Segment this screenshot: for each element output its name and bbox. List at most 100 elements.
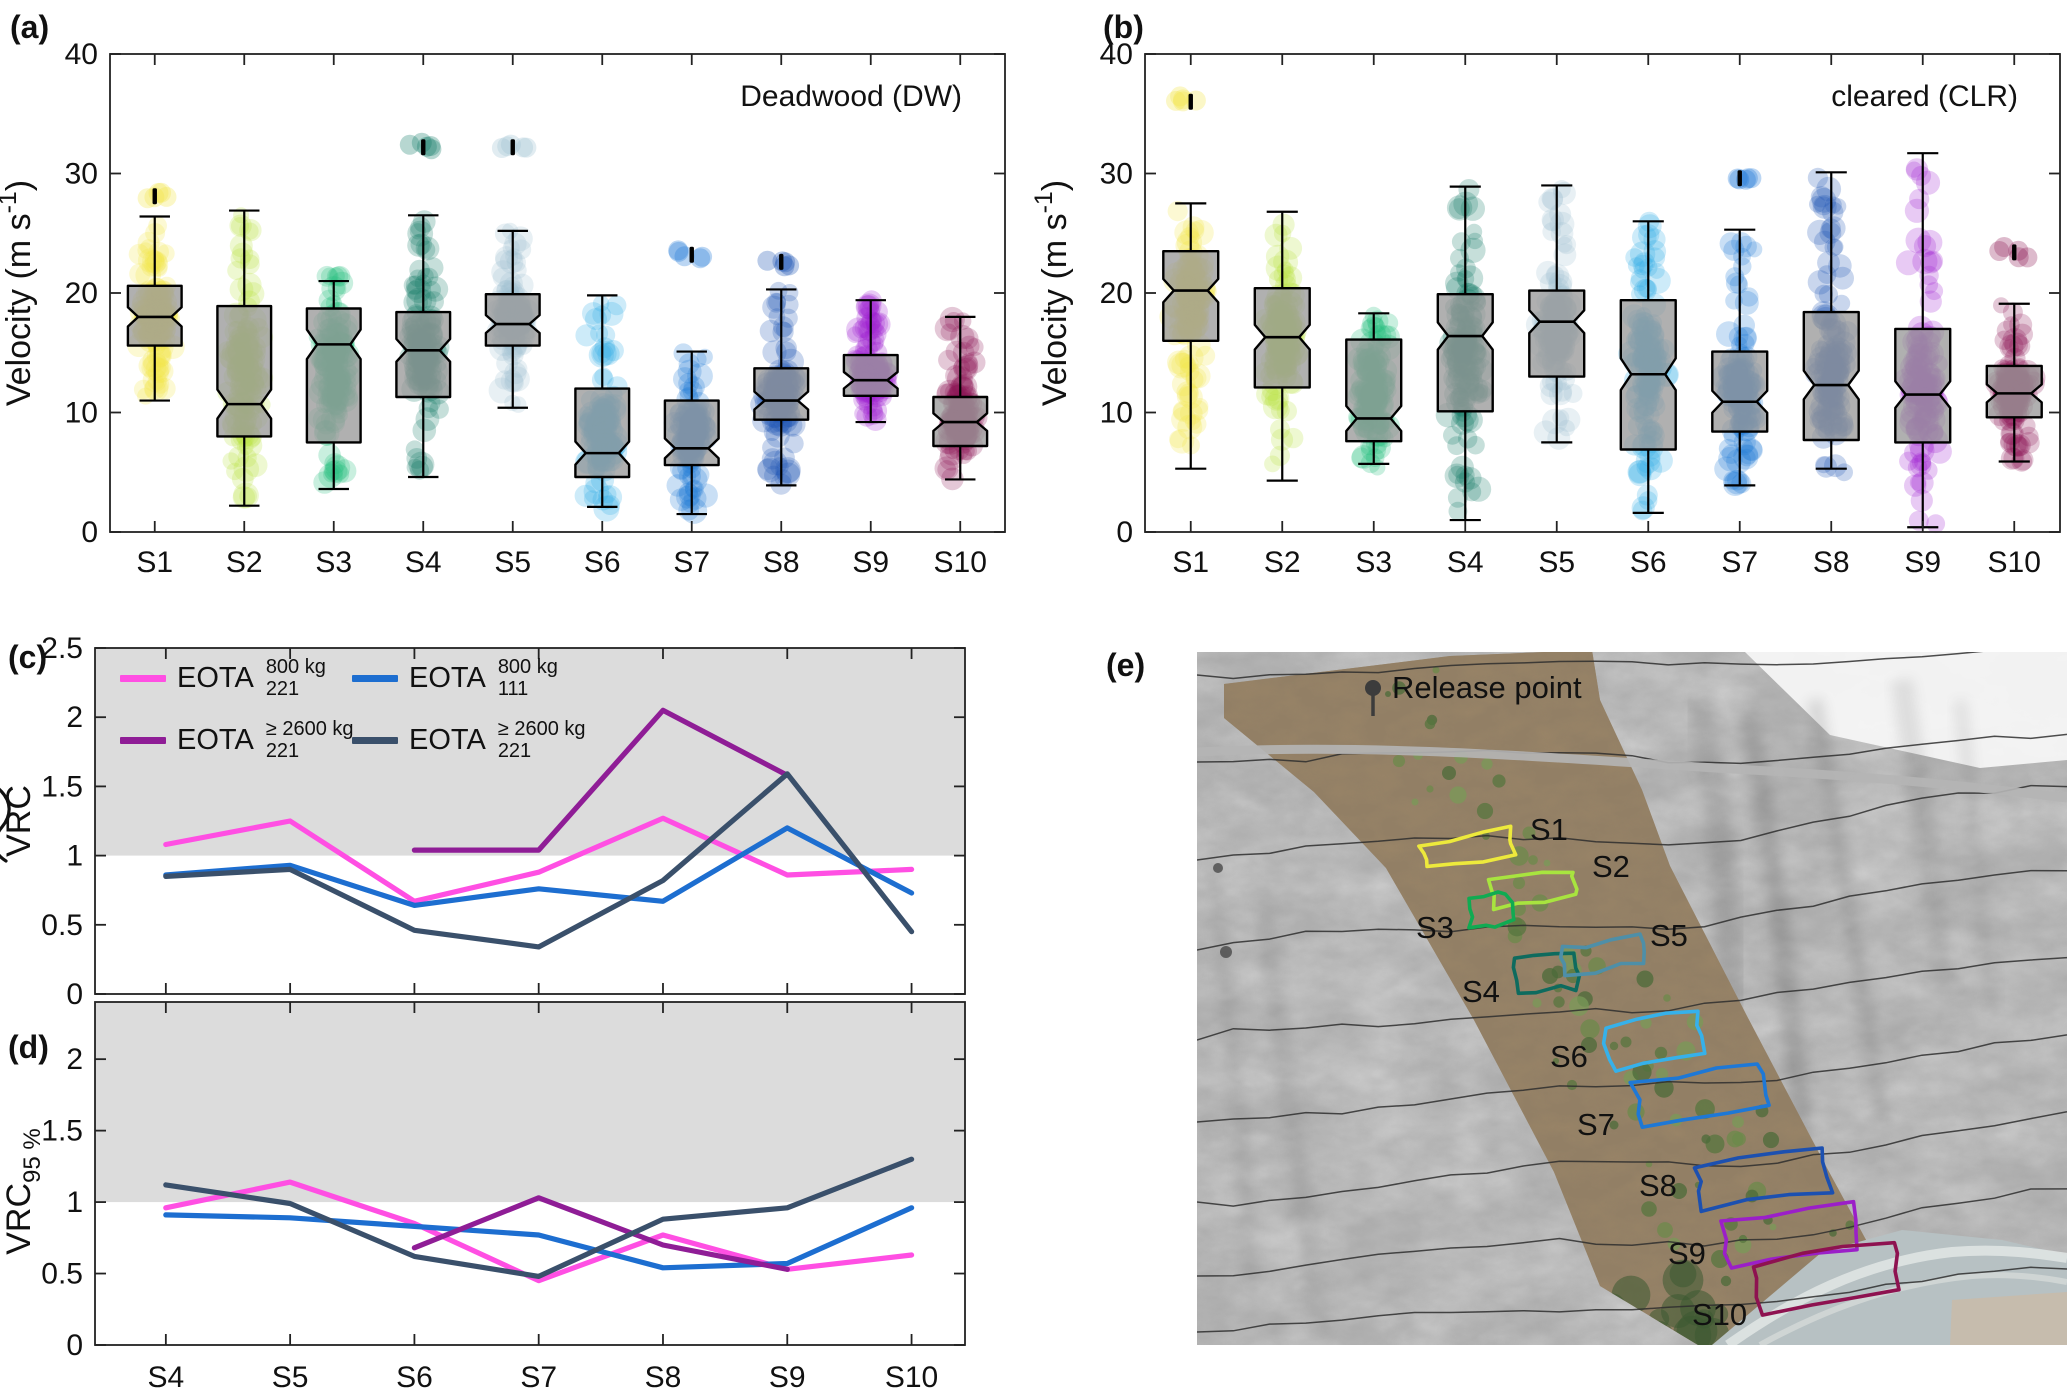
contour-line [1197, 869, 2067, 951]
panel-title-b: cleared (CLR) [1831, 80, 2018, 113]
site-label-S7: S7 [1577, 1107, 1615, 1142]
ytick-label: 40 [65, 38, 98, 71]
box-a-S7 [663, 246, 720, 516]
vegetation-speckle [1385, 691, 1391, 697]
series-line-0 [163, 815, 915, 904]
ytick-label: 2.5 [41, 632, 83, 665]
vegetation-speckle [1580, 1019, 1600, 1039]
site-outline-S10 [1751, 1240, 1901, 1317]
ytick-label: 0 [81, 516, 98, 549]
xtick-label-S4: S4 [405, 546, 442, 579]
notched-box [1345, 338, 1403, 443]
site-label-S8: S8 [1639, 1168, 1677, 1203]
ytick-label: 40 [1100, 38, 1133, 71]
vegetation-speckle [1481, 758, 1493, 770]
scatter-a-S4 [399, 132, 451, 480]
ytick-label: 20 [1100, 277, 1133, 310]
box-b-S9 [1894, 152, 1952, 529]
vegetation-speckle [1392, 754, 1406, 768]
contour-line [1197, 1188, 2067, 1277]
site-label-S6: S6 [1550, 1039, 1588, 1074]
notched-box [1985, 364, 2043, 419]
vegetation-speckle [1411, 798, 1419, 806]
ytick-label: 0.5 [41, 1258, 83, 1291]
site-label-S1: S1 [1530, 812, 1568, 847]
vegetation-speckle [1551, 965, 1565, 979]
box-b-S8 [1802, 171, 1860, 470]
site-outline-S4 [1511, 951, 1582, 996]
vegetation-speckle [1476, 802, 1494, 820]
xtick-label-S1: S1 [136, 546, 173, 579]
ytick-label: 0 [1116, 516, 1133, 549]
xtick-label-S7: S7 [673, 546, 710, 579]
ytick-label: 10 [1100, 397, 1133, 430]
vegetation-speckle [1657, 1222, 1673, 1238]
ytick-label: 2 [66, 701, 83, 734]
notched-box [1162, 249, 1220, 342]
contour-line [1197, 1110, 2067, 1207]
vegetation-speckle [1636, 970, 1654, 988]
notched-box [1528, 289, 1586, 378]
series-line-2 [411, 707, 790, 853]
box-a-S3 [305, 279, 362, 491]
shaded-band [95, 648, 965, 856]
box-a-S5 [484, 139, 541, 409]
xtick-label-S2: S2 [1264, 546, 1301, 579]
notched-box [484, 293, 541, 347]
cliff-shadow [1206, 859, 1258, 1281]
vegetation-speckle [1732, 1132, 1746, 1146]
vegetation-speckle [1532, 998, 1542, 1008]
vegetation-speckle [1566, 1079, 1578, 1091]
xtick-label-S6: S6 [396, 1361, 433, 1394]
y-axis-label-d: VRC95 % [0, 1128, 46, 1255]
xtick-label-S3: S3 [315, 546, 352, 579]
series-line-1 [163, 1205, 915, 1271]
box-b-S6 [1619, 220, 1677, 514]
box-b-S1 [1162, 93, 1220, 470]
panel-letter-d: (d) [8, 1029, 49, 1065]
notched-box [842, 353, 899, 397]
xtick-label-S5: S5 [272, 1361, 309, 1394]
vegetation-speckle [1552, 1057, 1560, 1065]
vegetation-speckle [1522, 826, 1536, 840]
panel-title-a: Deadwood (DW) [740, 80, 962, 113]
xtick-label-S2: S2 [226, 546, 263, 579]
xtick-label-S8: S8 [645, 1361, 682, 1394]
box-b-S10 [1985, 244, 2043, 463]
cliff-shadow [1807, 698, 1890, 1122]
xtick-label-S10: S10 [934, 546, 987, 579]
vegetation-speckle [1609, 1041, 1619, 1051]
site-label-S4: S4 [1462, 974, 1500, 1009]
vegetation-speckle [1769, 1223, 1777, 1231]
panel-a-boxplot: 0 10 20 30 40 S1 S2 S3 S4 S5 S6 S7 S8 S9 S10 Deadwood (… [0, 38, 1006, 579]
xtick-label-S4: S4 [147, 1361, 184, 1394]
xtick-label-S5: S5 [494, 546, 531, 579]
vegetation-speckle [1543, 859, 1551, 867]
axes-frame-d [94, 1001, 966, 1346]
vegetation-speckle [1655, 1067, 1669, 1081]
ytick-label: 1.5 [41, 1115, 83, 1148]
site-label-S2: S2 [1592, 849, 1630, 884]
contour-line [1197, 652, 1984, 680]
ytick-label: 10 [65, 397, 98, 430]
y-axis-label-a: Velocity (m s-1) [0, 180, 38, 406]
xtick-label-S9: S9 [852, 546, 889, 579]
xtick-label-S4: S4 [1447, 546, 1484, 579]
series-line-3 [163, 771, 915, 950]
outlier-marker [1737, 170, 1742, 187]
vegetation-speckle [1581, 1037, 1597, 1053]
box-b-S3 [1345, 312, 1403, 465]
axes-frame-c [94, 647, 966, 995]
box-a-S9 [842, 299, 899, 424]
vegetation-speckle [1569, 996, 1589, 1016]
ytick-label: 1 [66, 840, 83, 873]
panel-letter-c: (c) [8, 639, 47, 675]
vegetation-speckle [1738, 1234, 1748, 1244]
xtick-label-S5: S5 [1538, 546, 1575, 579]
ytick-label: 0 [66, 1329, 83, 1362]
vegetation-speckle [1609, 1120, 1619, 1130]
vegetation-speckle [1442, 766, 1456, 780]
xtick-label-S3: S3 [1355, 546, 1392, 579]
